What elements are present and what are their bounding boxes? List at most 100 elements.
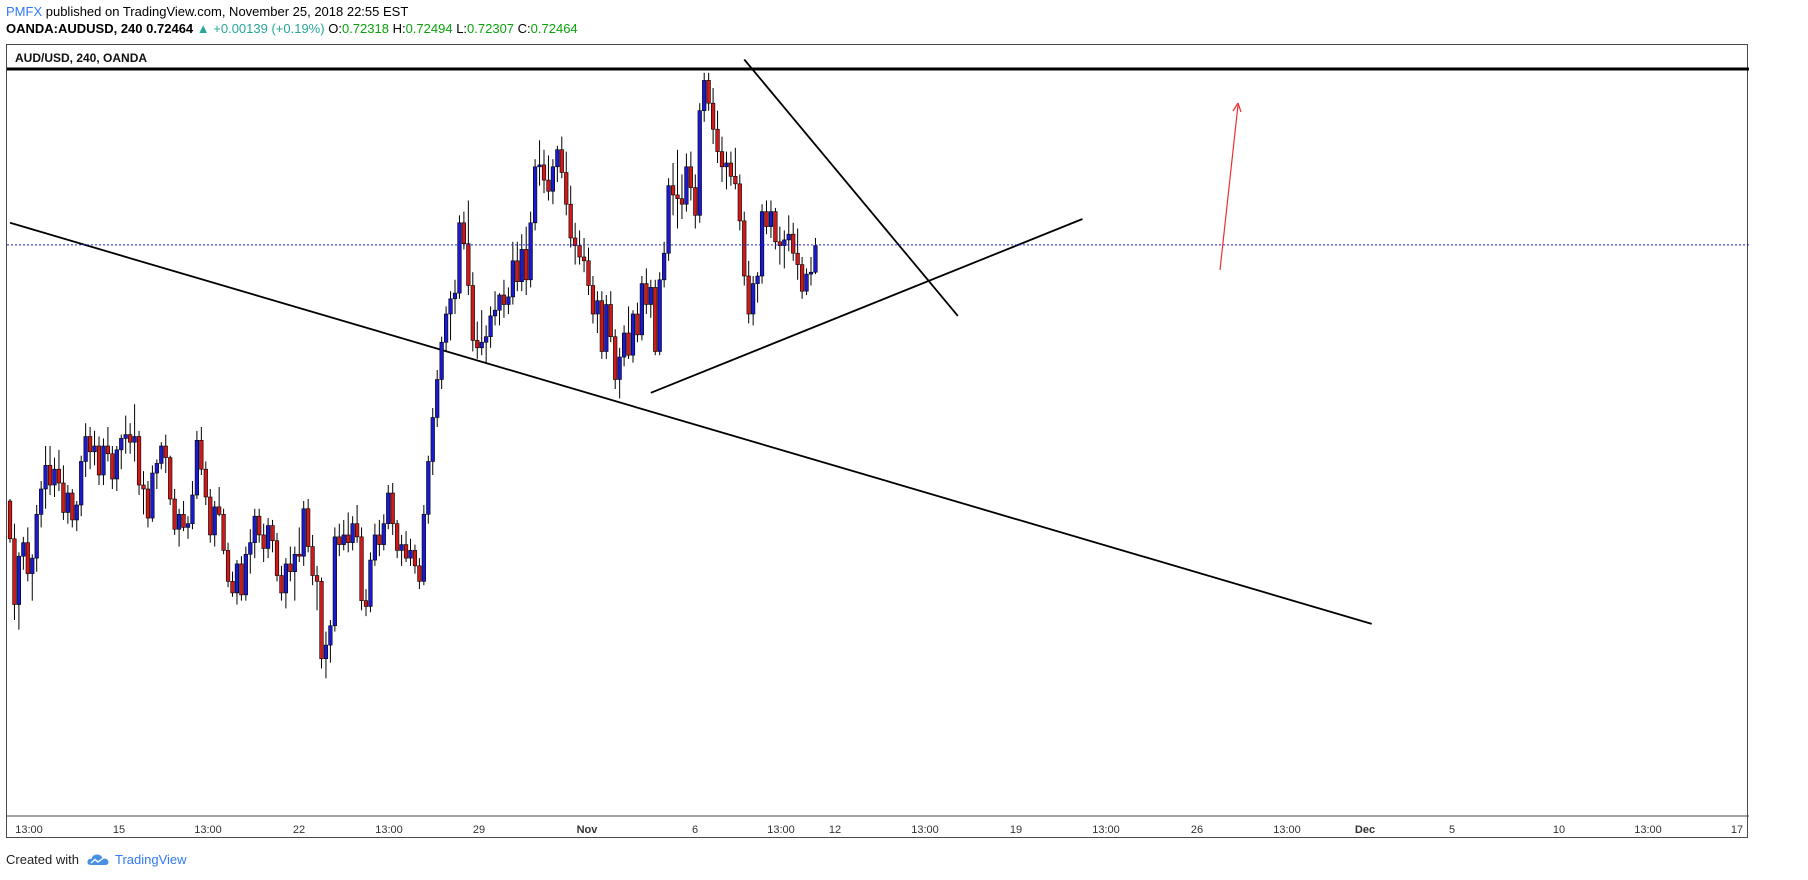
candle (279, 565, 284, 601)
candle (328, 620, 333, 663)
candle-body (648, 287, 653, 305)
candle (777, 226, 782, 265)
candle-body (43, 465, 48, 490)
candle (710, 88, 716, 144)
time-tick-label: 13:00 (194, 824, 222, 836)
candle-body (426, 461, 431, 515)
candle-body (354, 523, 360, 538)
candle-body (79, 461, 84, 506)
tradingview-cloud-icon (87, 854, 109, 865)
candle (715, 110, 720, 163)
time-tick-label: 13:00 (1273, 824, 1301, 836)
candle-body (421, 514, 426, 582)
candle-body (30, 557, 35, 574)
candle (119, 434, 124, 470)
candle-body (47, 465, 53, 486)
time-tick-label: 13:00 (1634, 824, 1662, 836)
author-name[interactable]: PMFX (6, 4, 43, 19)
candle (185, 516, 191, 539)
candle (288, 546, 293, 582)
candle-body (764, 211, 769, 227)
candle (590, 276, 596, 324)
open-label: O: (328, 21, 342, 36)
candle-body (484, 336, 489, 343)
candle (408, 538, 413, 566)
candle (88, 427, 93, 470)
candle-body (515, 260, 520, 283)
candle-body (350, 523, 355, 543)
candle (719, 136, 725, 182)
symbol-name: OANDA:AUDUSD, 240 (6, 21, 143, 36)
candle-body (248, 542, 253, 555)
candle (577, 230, 582, 265)
candle (639, 276, 644, 341)
candle-body (617, 356, 622, 380)
time-axis[interactable]: 13:00 15 13:00 22 13:00 29 Nov 6 13:00 12 13:00 19 1… (15, 824, 1743, 836)
candle (270, 519, 275, 553)
candle (368, 552, 373, 613)
candle (435, 370, 440, 427)
candle-body (448, 298, 453, 315)
candle (786, 215, 791, 252)
candle-body (541, 164, 547, 181)
candle-body (791, 233, 796, 254)
candle (177, 508, 182, 547)
candle (381, 514, 386, 551)
candle-body (252, 515, 257, 543)
candle-body (782, 239, 787, 246)
candle-body (475, 340, 480, 349)
chart-frame[interactable]: 0.732000.730000.728000.726000.722000.720… (6, 44, 1749, 839)
candle-body (88, 436, 93, 453)
candle-body (274, 540, 280, 576)
time-tick-label: 5 (1449, 824, 1455, 836)
candle (524, 226, 529, 295)
candle-body (363, 600, 369, 607)
candle-body (555, 149, 560, 168)
candle-body (12, 538, 17, 605)
candle-body (715, 128, 720, 152)
candle-body (208, 496, 213, 536)
candle (461, 211, 467, 250)
candle (150, 465, 155, 522)
candle (163, 434, 168, 474)
candle (492, 291, 498, 326)
candle-body (457, 222, 462, 294)
candles (7, 72, 818, 679)
candle (791, 222, 796, 261)
candle (194, 430, 200, 499)
candle-body (39, 488, 44, 515)
candle (225, 542, 231, 588)
candle (234, 560, 240, 605)
candle (386, 485, 391, 530)
candlestick-chart[interactable]: 0.732000.730000.728000.726000.722000.720… (7, 45, 1749, 839)
time-tick-label: 13:00 (1092, 824, 1120, 836)
candle (448, 291, 453, 341)
candle-body (346, 534, 351, 543)
candle-body (755, 275, 760, 284)
candle (626, 306, 631, 359)
high-label: H: (392, 21, 406, 36)
candle-body (412, 550, 418, 567)
candle-body (581, 256, 587, 262)
overlays (7, 67, 1749, 271)
candle-body (466, 243, 471, 286)
candle-body (604, 304, 609, 352)
candle (573, 222, 578, 265)
candle (568, 185, 573, 248)
time-tick-label: 12 (829, 824, 841, 836)
candle (782, 230, 787, 269)
candle (239, 556, 244, 601)
candle (657, 272, 662, 356)
candle (79, 455, 84, 517)
trendline-triangle-upper (743, 58, 959, 317)
candle-body (461, 222, 467, 245)
candle-body (706, 80, 711, 104)
candle (528, 211, 533, 288)
candle (257, 508, 262, 543)
tradingview-link[interactable]: TradingView (87, 852, 187, 867)
candle (537, 140, 542, 186)
candle-body (635, 313, 640, 336)
candle (359, 527, 364, 611)
trendline-long-descending (9, 221, 1372, 625)
candle (581, 238, 587, 273)
